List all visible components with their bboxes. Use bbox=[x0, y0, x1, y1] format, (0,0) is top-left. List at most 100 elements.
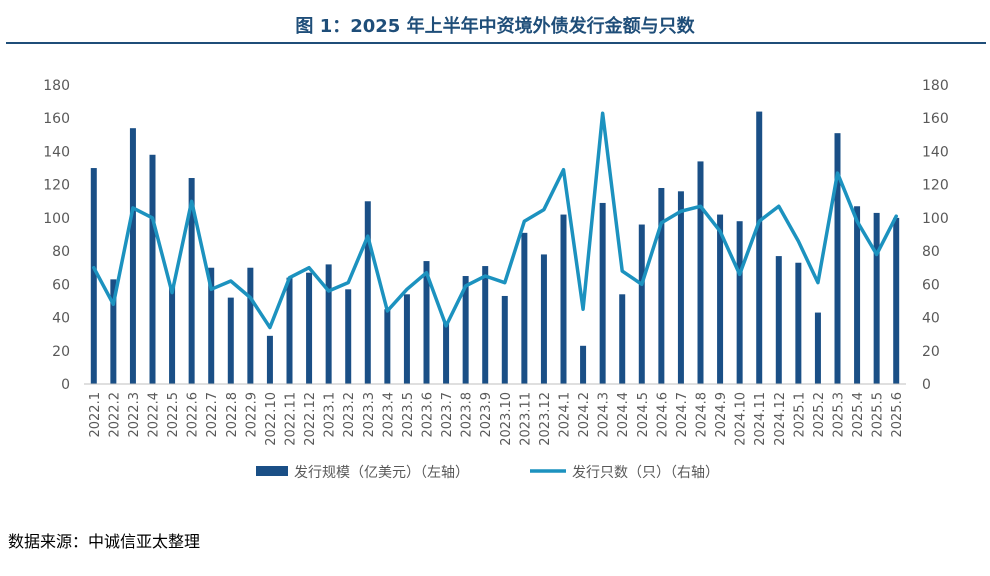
x-tick-label: 2025.5 bbox=[871, 392, 886, 438]
right-tick-label: 0 bbox=[922, 377, 931, 393]
left-axis-ticks: 0 20 40 60 80 100 120 140 160 180 bbox=[43, 78, 70, 393]
x-tick-label: 2024.1 bbox=[558, 392, 573, 438]
right-axis-ticks: 0 20 40 60 80 100 120 140 160 180 bbox=[922, 78, 949, 393]
bar bbox=[110, 279, 117, 384]
x-tick-label: 2022.1 bbox=[88, 392, 103, 438]
x-tick-label: 2024.8 bbox=[695, 392, 710, 438]
bar bbox=[834, 133, 841, 384]
x-tick-label: 2023.12 bbox=[538, 392, 553, 446]
x-tick-label: 2022.8 bbox=[225, 392, 240, 438]
legend-bar-swatch bbox=[256, 466, 288, 476]
bar bbox=[599, 202, 606, 384]
bar bbox=[443, 322, 450, 384]
x-tick-label: 2023.2 bbox=[342, 392, 357, 438]
x-tick-label: 2023.4 bbox=[381, 392, 396, 438]
line-series-group bbox=[92, 111, 898, 330]
bar bbox=[325, 264, 332, 384]
legend-bar-label: 发行规模（亿美元）（左轴） bbox=[294, 465, 469, 481]
bar bbox=[697, 161, 704, 384]
bar bbox=[462, 276, 469, 384]
right-tick-label: 100 bbox=[922, 211, 949, 227]
series-line bbox=[92, 111, 898, 330]
combo-chart: 0 20 40 60 80 100 120 140 160 180 0 20 40 60 80 100 120… bbox=[43, 78, 949, 481]
left-tick-label: 20 bbox=[52, 344, 70, 360]
x-tick-label: 2025.6 bbox=[890, 392, 905, 438]
bar bbox=[149, 154, 156, 384]
bar-series bbox=[90, 111, 900, 385]
x-tick-label: 2023.9 bbox=[479, 392, 494, 438]
bar bbox=[90, 168, 97, 384]
bar bbox=[129, 128, 136, 384]
legend: 发行规模（亿美元）（左轴） 发行只数（只）（右轴） bbox=[256, 465, 719, 481]
bar bbox=[286, 277, 293, 384]
bar bbox=[501, 295, 508, 384]
bar bbox=[854, 206, 861, 384]
bar bbox=[266, 335, 273, 384]
left-tick-label: 40 bbox=[52, 311, 70, 327]
x-tick-label: 2024.11 bbox=[753, 392, 768, 446]
bar bbox=[345, 289, 352, 384]
bar bbox=[540, 254, 547, 384]
x-tick-label: 2024.5 bbox=[636, 392, 651, 438]
right-tick-label: 160 bbox=[922, 111, 949, 127]
bar bbox=[638, 224, 645, 384]
bar bbox=[873, 212, 880, 384]
bar bbox=[893, 217, 900, 384]
left-tick-label: 140 bbox=[43, 144, 70, 160]
bar bbox=[814, 312, 821, 384]
x-tick-label: 2025.1 bbox=[792, 392, 807, 438]
bar bbox=[560, 214, 567, 384]
x-tick-label: 2022.10 bbox=[264, 392, 279, 446]
source-note: 数据来源：中诚信亚太整理 bbox=[8, 532, 201, 551]
bar bbox=[384, 309, 391, 384]
title-underline bbox=[6, 42, 986, 44]
right-tick-label: 20 bbox=[922, 344, 940, 360]
x-tick-label: 2023.7 bbox=[440, 392, 455, 438]
x-tick-label: 2024.4 bbox=[616, 392, 631, 438]
x-tick-label: 2023.5 bbox=[401, 392, 416, 438]
x-tick-label: 2023.1 bbox=[323, 392, 338, 438]
right-tick-label: 180 bbox=[922, 78, 949, 94]
bar bbox=[736, 221, 743, 384]
right-tick-label: 80 bbox=[922, 244, 940, 260]
x-tick-label: 2023.3 bbox=[362, 392, 377, 438]
x-tick-label: 2022.7 bbox=[205, 392, 220, 438]
bar bbox=[169, 285, 176, 384]
bar bbox=[403, 294, 410, 384]
x-tick-label: 2022.4 bbox=[147, 392, 162, 438]
x-axis-ticks: 2022.1 2022.2 2022.3 2022.4 2022.5 2022.6 2022… bbox=[88, 392, 905, 446]
x-tick-label: 2024.2 bbox=[577, 392, 592, 438]
x-tick-label: 2024.10 bbox=[734, 392, 749, 446]
right-tick-label: 120 bbox=[922, 178, 949, 194]
x-tick-label: 2024.6 bbox=[655, 392, 670, 438]
bar bbox=[521, 232, 528, 384]
right-tick-label: 140 bbox=[922, 144, 949, 160]
x-tick-label: 2023.6 bbox=[421, 392, 436, 438]
x-tick-label: 2023.8 bbox=[460, 392, 475, 438]
left-tick-label: 80 bbox=[52, 244, 70, 260]
x-tick-label: 2023.11 bbox=[518, 392, 533, 446]
x-tick-label: 2022.5 bbox=[166, 392, 181, 438]
bar bbox=[208, 267, 215, 384]
bar bbox=[619, 294, 626, 384]
bar bbox=[580, 345, 587, 384]
x-tick-label: 2022.2 bbox=[107, 392, 122, 438]
bar bbox=[423, 261, 430, 384]
bar bbox=[227, 297, 234, 384]
x-tick-label: 2022.12 bbox=[303, 392, 318, 446]
bar bbox=[247, 267, 254, 384]
right-tick-label: 40 bbox=[922, 311, 940, 327]
x-tick-label: 2024.7 bbox=[675, 392, 690, 438]
chart-title: 图 1：2025 年上半年中资境外债发行金额与只数 bbox=[295, 16, 695, 37]
bar bbox=[756, 111, 763, 385]
bar bbox=[306, 272, 313, 384]
x-tick-label: 2025.3 bbox=[832, 392, 847, 438]
x-tick-label: 2023.10 bbox=[499, 392, 514, 446]
left-tick-label: 180 bbox=[43, 78, 70, 94]
right-tick-label: 60 bbox=[922, 277, 940, 293]
x-tick-label: 2024.9 bbox=[714, 392, 729, 438]
bar bbox=[775, 256, 782, 384]
left-tick-label: 100 bbox=[43, 211, 70, 227]
left-tick-label: 120 bbox=[43, 178, 70, 194]
bar bbox=[717, 214, 724, 384]
